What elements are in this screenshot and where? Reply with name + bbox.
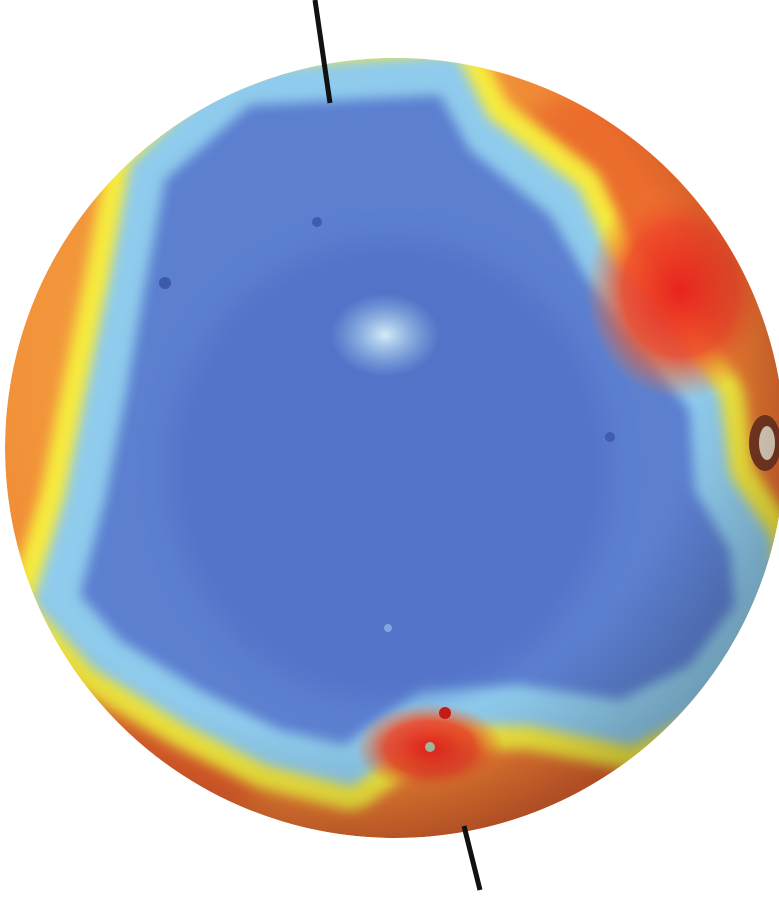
rotation-axis (461, 825, 483, 891)
limb-shading (5, 58, 779, 838)
globe (5, 58, 779, 838)
rotation-axis (312, 0, 333, 104)
